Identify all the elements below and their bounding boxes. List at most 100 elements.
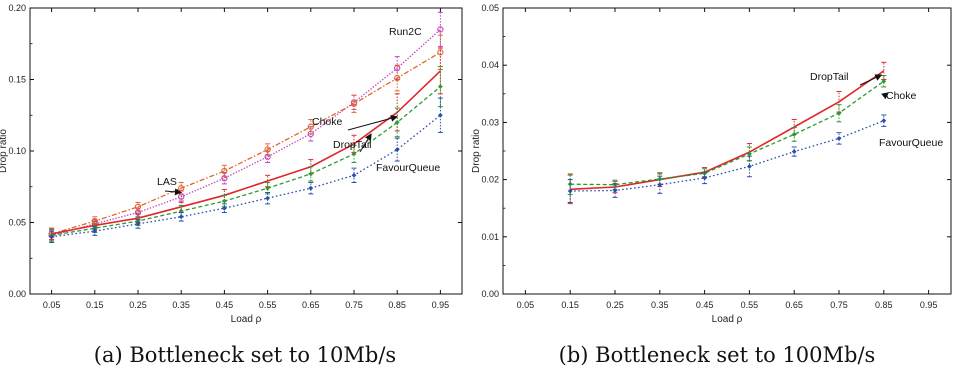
y-tick-label: 0.15 (8, 75, 26, 85)
x-tick-label: 0.95 (920, 300, 938, 310)
data-point (437, 26, 444, 33)
series-favourqueue (567, 114, 887, 203)
series-line-run2c (51, 29, 441, 237)
data-point (747, 164, 752, 169)
data-point (308, 185, 314, 191)
data-point (394, 74, 401, 82)
data-point (791, 149, 797, 154)
data-point (265, 195, 270, 201)
data-point (307, 123, 314, 130)
annotation-arrow (359, 133, 372, 153)
data-point (222, 198, 227, 204)
data-point (438, 112, 443, 118)
x-tick-label: 0.35 (172, 300, 190, 310)
annotation-choke: Choke (886, 90, 917, 102)
annotation-arrow (881, 92, 889, 100)
plot-frame (502, 7, 952, 295)
y-tick-label: 0.00 (481, 289, 499, 299)
data-point (747, 151, 752, 157)
x-tick-label: 0.05 (43, 300, 61, 310)
x-tick-label: 0.25 (129, 300, 147, 310)
x-axis-label: Load ρ (712, 314, 743, 325)
series-line-droptail (570, 70, 885, 191)
data-point (221, 167, 228, 175)
series-line-droptail (51, 70, 441, 235)
data-point (49, 234, 54, 240)
data-point (92, 228, 98, 234)
data-point (394, 120, 400, 125)
data-point (351, 151, 357, 157)
y-axis-label: Drop ratio (0, 129, 9, 173)
annotation-favourqueue: FavourQueue (376, 162, 440, 174)
data-point (836, 136, 842, 141)
data-point (657, 182, 663, 188)
x-tick-label: 0.55 (259, 300, 277, 310)
y-tick-label: 0.05 (8, 218, 26, 228)
series-line-favourqueue (51, 114, 441, 238)
data-point (308, 171, 314, 177)
annotation-arrow (859, 74, 883, 86)
x-tick-label: 0.95 (432, 300, 450, 310)
x-tick-label: 0.85 (875, 300, 893, 310)
x-tick-label: 0.85 (388, 300, 406, 310)
series-las (48, 34, 444, 241)
data-point (437, 49, 444, 56)
data-point (222, 205, 227, 211)
data-point (836, 110, 842, 116)
annotation-run2c: Run2C (389, 26, 422, 38)
data-point (438, 84, 443, 90)
data-point (612, 188, 618, 193)
series-run2c (48, 11, 444, 242)
data-point (265, 185, 270, 191)
y-axis-label: Drop ratio (471, 129, 482, 173)
y-tick-label: 0.01 (481, 232, 499, 242)
x-tick-label: 0.55 (741, 300, 759, 310)
y-tick-label: 0.04 (481, 60, 499, 70)
x-tick-label: 0.15 (561, 300, 579, 310)
x-tick-label: 0.75 (830, 300, 848, 310)
series-line-favourqueue (570, 120, 885, 192)
chart-panel-a: 0.05 0.15 0.25 0.35 0.45 0.55 0.65 0.75 0.85 0.95… (0, 3, 463, 325)
data-point (567, 188, 573, 194)
annotation-favourqueue: FavourQueue (879, 137, 943, 149)
data-point (881, 78, 887, 84)
x-tick-label: 0.05 (517, 300, 535, 310)
data-point (178, 208, 184, 214)
data-point (178, 214, 184, 220)
x-axis-label: Load ρ (231, 314, 262, 325)
x-tick-label: 0.65 (785, 300, 803, 310)
data-point (791, 132, 797, 137)
series-droptail (49, 47, 443, 241)
y-tick-label: 0.00 (8, 289, 26, 299)
x-tick-label: 0.45 (696, 300, 714, 310)
data-point (134, 203, 142, 210)
y-tick-label: 0.02 (481, 175, 499, 185)
x-tick-label: 0.35 (651, 300, 669, 310)
data-point (702, 175, 707, 181)
data-point (351, 172, 357, 178)
annotation-droptail: DropTail (810, 71, 849, 83)
chart-panel-b: 0.05 0.15 0.25 0.35 0.45 0.55 0.65 0.75 0.85 0.95… (471, 3, 952, 325)
caption-a: (a) Bottleneck set to 10Mb/s (94, 343, 396, 367)
data-point (307, 130, 314, 137)
annotation-droptail: DropTail (333, 139, 372, 151)
y-tick-label: 0.03 (481, 117, 499, 127)
y-tick-label: 0.20 (8, 3, 26, 13)
data-point (881, 118, 887, 124)
annotation-choke: Choke (312, 116, 343, 128)
data-point (394, 147, 400, 152)
y-tick-label: 0.05 (481, 3, 499, 13)
annotation-arrow (347, 114, 398, 131)
data-point (350, 100, 358, 107)
caption-b: (b) Bottleneck set to 100Mb/s (559, 343, 876, 367)
annotation-las: LAS (157, 176, 177, 188)
x-tick-label: 0.15 (86, 300, 104, 310)
y-tick-label: 0.10 (8, 146, 26, 156)
series-line-choke (51, 86, 441, 237)
annotation-arrow (164, 188, 182, 196)
x-tick-label: 0.45 (216, 300, 234, 310)
data-point (657, 176, 663, 182)
series-line-choke (570, 80, 885, 186)
series-favourqueue (49, 97, 443, 244)
